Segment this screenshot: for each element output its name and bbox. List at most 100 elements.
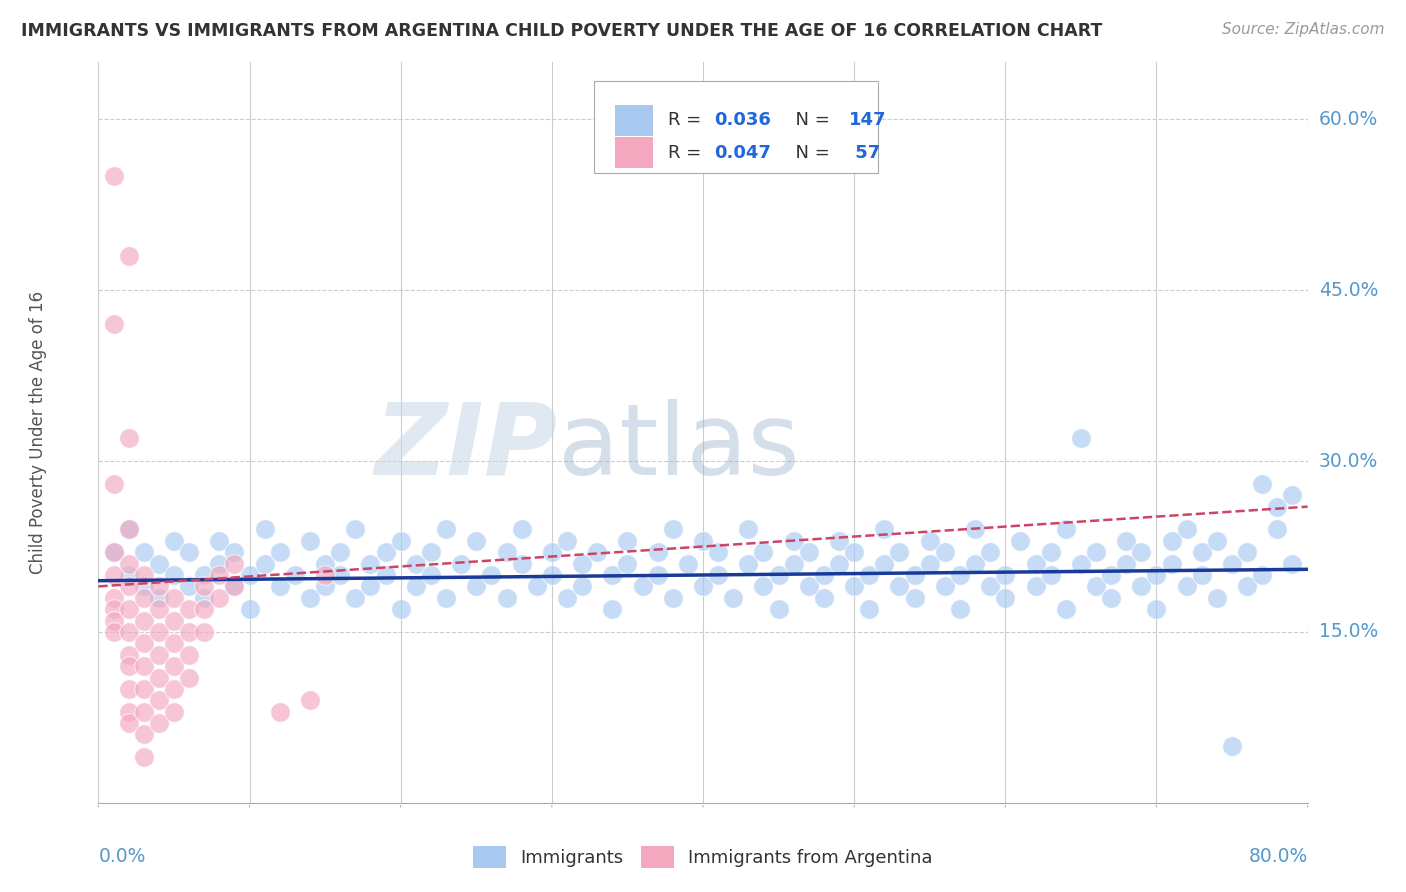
Point: [647, 545, 669, 559]
Point: [148, 716, 170, 731]
Point: [434, 523, 457, 537]
FancyBboxPatch shape: [614, 137, 654, 169]
Point: [949, 568, 972, 582]
Point: [132, 591, 155, 605]
Point: [737, 557, 759, 571]
Point: [994, 591, 1017, 605]
Point: [979, 579, 1001, 593]
Point: [768, 568, 790, 582]
Point: [1281, 488, 1303, 502]
Point: [179, 545, 201, 559]
Point: [118, 249, 141, 263]
Point: [179, 671, 201, 685]
Text: 45.0%: 45.0%: [1319, 281, 1378, 300]
Point: [253, 557, 276, 571]
Point: [314, 568, 336, 582]
Point: [889, 579, 911, 593]
Point: [179, 602, 201, 616]
Point: [118, 716, 141, 731]
Text: atlas: atlas: [558, 399, 800, 496]
Point: [1039, 568, 1062, 582]
Point: [103, 545, 125, 559]
Point: [344, 591, 367, 605]
Text: N =: N =: [785, 112, 835, 129]
Point: [148, 557, 170, 571]
Point: [768, 602, 790, 616]
Point: [1024, 557, 1046, 571]
Point: [918, 557, 941, 571]
Point: [405, 579, 427, 593]
Point: [1144, 602, 1167, 616]
Point: [692, 533, 714, 548]
Point: [1206, 591, 1229, 605]
Point: [132, 579, 155, 593]
Point: [510, 557, 533, 571]
Point: [1160, 533, 1182, 548]
Point: [692, 579, 714, 593]
Point: [1175, 579, 1198, 593]
Point: [148, 693, 170, 707]
Point: [1085, 579, 1108, 593]
Point: [269, 545, 291, 559]
Point: [1160, 557, 1182, 571]
Point: [329, 568, 352, 582]
Point: [586, 545, 609, 559]
Point: [118, 431, 141, 445]
Point: [1054, 523, 1077, 537]
Point: [344, 523, 367, 537]
Point: [1115, 557, 1137, 571]
Point: [132, 705, 155, 719]
Point: [118, 523, 141, 537]
Point: [661, 591, 683, 605]
Point: [965, 557, 987, 571]
Point: [148, 579, 170, 593]
Point: [1115, 533, 1137, 548]
Point: [934, 545, 956, 559]
Point: [118, 705, 141, 719]
Point: [132, 545, 155, 559]
Text: IMMIGRANTS VS IMMIGRANTS FROM ARGENTINA CHILD POVERTY UNDER THE AGE OF 16 CORREL: IMMIGRANTS VS IMMIGRANTS FROM ARGENTINA …: [21, 22, 1102, 40]
Point: [858, 568, 880, 582]
Point: [450, 557, 472, 571]
Point: [1144, 568, 1167, 582]
Point: [647, 568, 669, 582]
Point: [118, 659, 141, 673]
Point: [1070, 431, 1092, 445]
Point: [224, 579, 246, 593]
Point: [465, 579, 488, 593]
Point: [118, 523, 141, 537]
Point: [797, 545, 820, 559]
Point: [965, 523, 987, 537]
Point: [269, 579, 291, 593]
Point: [239, 568, 262, 582]
Point: [239, 602, 262, 616]
Point: [1236, 545, 1258, 559]
Point: [540, 568, 562, 582]
Point: [434, 591, 457, 605]
Point: [783, 533, 806, 548]
Point: [163, 591, 186, 605]
Point: [661, 523, 683, 537]
Point: [1070, 557, 1092, 571]
Point: [148, 602, 170, 616]
Point: [934, 579, 956, 593]
Point: [163, 705, 186, 719]
Point: [526, 579, 548, 593]
Point: [889, 545, 911, 559]
Point: [163, 636, 186, 650]
Point: [269, 705, 291, 719]
Text: 0.0%: 0.0%: [98, 847, 146, 866]
Text: 57: 57: [849, 144, 880, 161]
Point: [103, 545, 125, 559]
Point: [132, 727, 155, 741]
Point: [193, 591, 215, 605]
Text: 0.047: 0.047: [714, 144, 770, 161]
Point: [813, 591, 835, 605]
Point: [676, 557, 699, 571]
Point: [132, 681, 155, 696]
Point: [179, 579, 201, 593]
Point: [389, 602, 412, 616]
Point: [495, 591, 517, 605]
Point: [193, 579, 215, 593]
Point: [737, 523, 759, 537]
